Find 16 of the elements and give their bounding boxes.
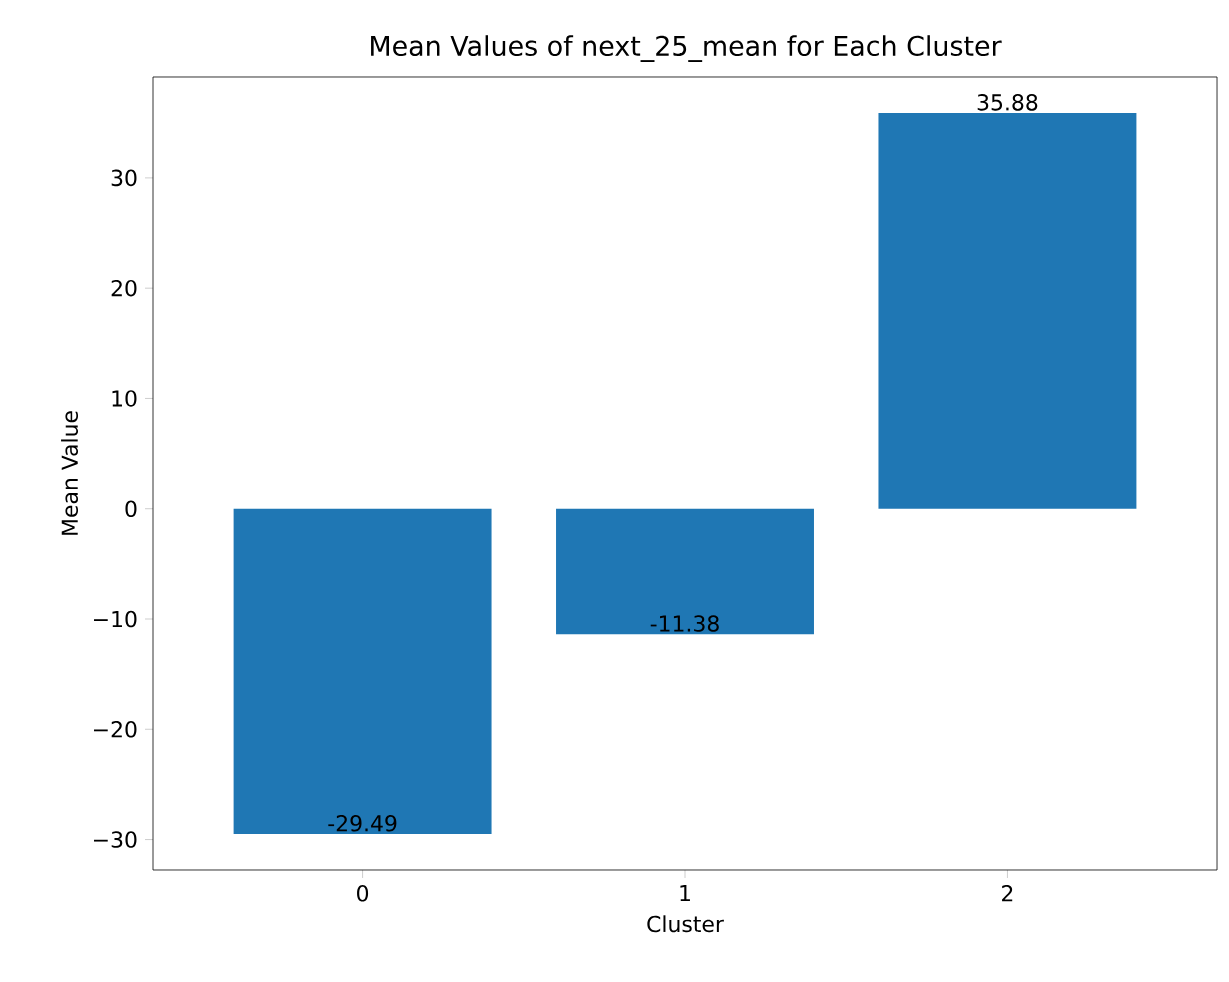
data-label: 35.88 (977, 94, 1038, 111)
y-tick-label: 0 (125, 500, 137, 518)
chart-title: Mean Values of next_25_mean for Each Cluster (371, 35, 1002, 62)
x-tick-label: 0 (357, 885, 369, 902)
y-axis-title: Mean Value (61, 411, 79, 535)
x-axis-title: Cluster (647, 915, 724, 933)
y-tick-label: 10 (112, 390, 137, 407)
y-tick-label: 30 (111, 169, 137, 187)
data-label: -29.49 (328, 814, 397, 832)
y-tick-label: −10 (94, 610, 137, 628)
y-tick-label: −30 (94, 831, 137, 848)
x-tick-label: 1 (680, 885, 690, 902)
data-label: -11.38 (650, 615, 719, 632)
x-tick-label: 2 (1002, 885, 1013, 902)
y-tick-label: −20 (94, 721, 137, 738)
y-tick-label: 20 (111, 279, 137, 297)
